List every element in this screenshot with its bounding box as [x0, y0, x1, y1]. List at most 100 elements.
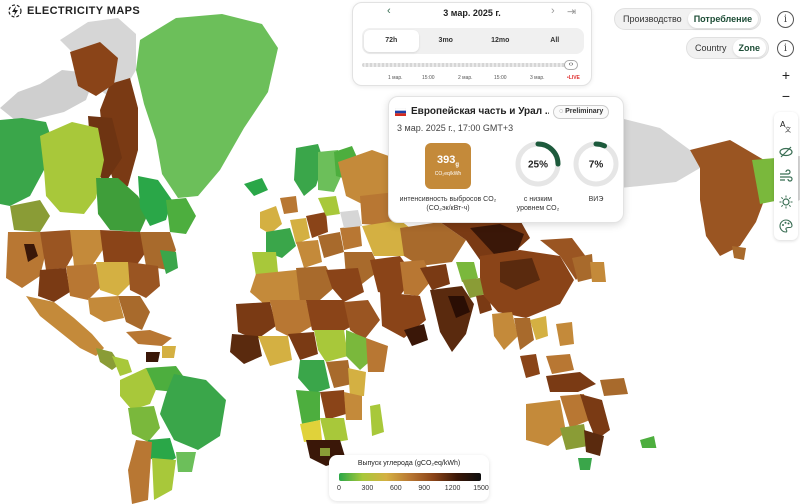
map-region: [0, 70, 92, 124]
zoom-in-button[interactable]: +: [776, 66, 796, 86]
map-region: [314, 330, 348, 362]
map-region: [690, 140, 768, 256]
map-region: [100, 230, 146, 266]
renewable-gauge: 7%: [573, 141, 619, 187]
map-region: [118, 296, 150, 330]
map-region: [96, 262, 132, 296]
renewable-label: ВИЭ: [588, 196, 604, 203]
tab-all[interactable]: All: [550, 37, 560, 44]
map-region: [600, 378, 628, 396]
map-region: [288, 332, 318, 360]
zone-name: Европейская часть и Урал ...: [411, 106, 549, 117]
zone-timestamp: 3 мар. 2025 г., 17:00 GMT+3: [397, 123, 514, 133]
toggle-production[interactable]: Производство: [623, 14, 682, 24]
legend-tick: 600: [389, 485, 402, 492]
map-region: [152, 458, 176, 500]
map-region: [120, 368, 160, 410]
map-region: [546, 354, 574, 374]
map-region: [400, 222, 466, 266]
map-region: [128, 406, 160, 442]
carbon-intensity-value: 393g: [437, 154, 459, 171]
low-carbon-label-line1: с низким: [523, 196, 553, 203]
map-region: [320, 390, 346, 420]
preliminary-badge: ◌ Preliminary: [553, 105, 610, 119]
toggle-consumption[interactable]: Потребление: [687, 10, 759, 28]
skip-to-end-icon[interactable]: ⇥: [567, 6, 577, 18]
legend-tick: 1200: [444, 485, 461, 492]
legend-color-scale: [339, 473, 481, 481]
map-region: [258, 336, 292, 366]
map-region: [492, 312, 518, 350]
area-toggle: Country Zone: [686, 37, 770, 59]
time-range-tabs: 72h 3mo 12mo All: [362, 28, 584, 54]
tab-12mo[interactable]: 12mo: [491, 37, 510, 44]
russia-flag-icon: [395, 108, 406, 116]
map-region: [260, 206, 282, 234]
tab-72h[interactable]: 72h: [364, 30, 419, 52]
map-region: [326, 360, 352, 388]
wind-icon[interactable]: [776, 166, 796, 186]
map-region: [96, 178, 148, 232]
chevron-right-icon[interactable]: ›: [551, 5, 555, 17]
map-region: [520, 354, 540, 378]
ci-unit-sup: g: [455, 162, 460, 169]
map-region: [326, 268, 364, 302]
app-logo[interactable]: ELECTRICITY MAPS: [8, 4, 140, 18]
map-region: [38, 268, 70, 302]
app-logo-text: ELECTRICITY MAPS: [27, 5, 141, 17]
map-region: [340, 210, 362, 228]
map-region: [456, 262, 478, 282]
map-region: [296, 240, 322, 268]
map-region: [370, 404, 384, 436]
map-region: [24, 244, 38, 262]
legend-title: Выпуск углерода (gCO₂eq/kWh): [357, 460, 461, 467]
carbon-legend: Выпуск углерода (gCO₂eq/kWh) 0 300 600 900 1…: [329, 455, 489, 501]
map-region: [96, 348, 120, 370]
zone-tooltip: Европейская часть и Урал ... ◌ Prelimina…: [388, 96, 624, 223]
legend-tick: 900: [418, 485, 431, 492]
info-icon[interactable]: i: [777, 40, 794, 57]
time-tick: 3 мар.: [530, 75, 545, 81]
map-region: [320, 448, 330, 456]
chevron-left-icon[interactable]: ‹: [387, 5, 391, 17]
sun-icon[interactable]: [776, 192, 796, 212]
palette-icon[interactable]: [776, 216, 796, 236]
legend-tick: 300: [361, 485, 374, 492]
live-indicator[interactable]: •LIVE: [567, 75, 580, 81]
zoom-out-button[interactable]: −: [776, 87, 796, 107]
toggle-country[interactable]: Country: [695, 43, 727, 53]
legend-tick: 0: [337, 485, 341, 492]
map-region: [70, 42, 118, 96]
map-region: [26, 296, 104, 356]
time-tick: 15:00: [422, 75, 435, 81]
map-region: [160, 374, 226, 450]
map-region: [40, 230, 76, 270]
map-region: [556, 322, 574, 346]
time-slider-track[interactable]: [362, 63, 570, 67]
carbon-intensity-unit: CO₂eq/kWh: [434, 171, 462, 178]
map-region: [10, 200, 50, 232]
map-region: [126, 330, 172, 346]
hide-icon[interactable]: [776, 142, 796, 162]
clock-dashed-icon: ◌: [559, 108, 566, 115]
map-region: [298, 360, 330, 394]
map-region: [462, 278, 486, 298]
info-icon[interactable]: i: [777, 11, 794, 28]
map-region: [318, 232, 344, 258]
carbon-intensity-box: 393g CO₂eq/kWh: [425, 143, 471, 189]
toggle-zone[interactable]: Zone: [732, 39, 767, 57]
tab-3mo[interactable]: 3mo: [438, 37, 453, 44]
map-region: [290, 218, 310, 244]
map-region: [300, 420, 322, 442]
time-slider[interactable]: [362, 61, 572, 69]
map-region: [514, 318, 534, 350]
low-carbon-label-line2: уровнем CO₂: [516, 205, 560, 212]
map-region: [380, 292, 426, 338]
map-region: [6, 232, 46, 288]
slider-handle-icon[interactable]: ‹›: [564, 60, 578, 70]
map-region: [296, 266, 336, 302]
map-region: [250, 270, 312, 304]
map-region: [530, 316, 548, 340]
map-region: [236, 302, 276, 340]
